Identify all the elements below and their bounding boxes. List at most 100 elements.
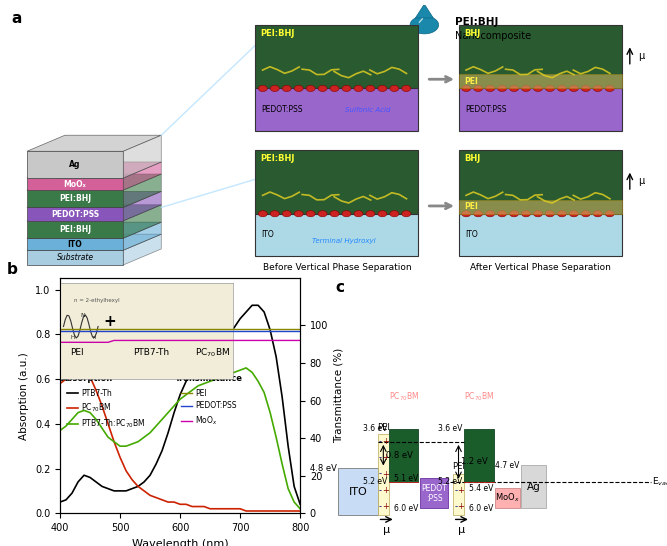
Circle shape	[474, 211, 483, 217]
Circle shape	[330, 211, 339, 217]
Text: ITO: ITO	[261, 230, 274, 239]
Bar	[459, 200, 622, 213]
Text: MoO$_x$: MoO$_x$	[496, 492, 520, 505]
Circle shape	[342, 85, 351, 92]
Circle shape	[258, 85, 267, 92]
Text: 5.2 eV: 5.2 eV	[438, 477, 463, 486]
Legend: PEI, PEDOT:PSS, MoO$_x$: PEI, PEDOT:PSS, MoO$_x$	[178, 385, 240, 430]
Circle shape	[378, 211, 387, 217]
Text: Nanocomposite: Nanocomposite	[455, 31, 531, 40]
Polygon shape	[123, 192, 161, 221]
Text: a: a	[12, 11, 22, 26]
Circle shape	[318, 211, 327, 217]
Text: +: +	[382, 453, 390, 462]
Circle shape	[306, 211, 315, 217]
Polygon shape	[27, 221, 123, 238]
Circle shape	[318, 85, 327, 92]
Polygon shape	[123, 174, 161, 207]
Text: PTB7-Th: PTB7-Th	[464, 405, 494, 413]
Text: PC$_{70}$BM: PC$_{70}$BM	[389, 391, 419, 403]
Circle shape	[270, 211, 279, 217]
Bar	[453, 474, 464, 515]
Text: +: +	[382, 470, 390, 479]
Text: +: +	[382, 437, 390, 446]
Text: μ: μ	[383, 525, 390, 535]
Bar	[459, 25, 622, 88]
Polygon shape	[27, 234, 161, 250]
Bar	[255, 150, 418, 213]
Polygon shape	[123, 205, 161, 238]
Text: +: +	[382, 486, 390, 495]
Bar	[459, 213, 622, 256]
Text: PEDOT:PSS: PEDOT:PSS	[51, 210, 99, 218]
Circle shape	[522, 211, 530, 217]
Circle shape	[354, 211, 363, 217]
Polygon shape	[410, 16, 439, 34]
Circle shape	[486, 211, 495, 217]
Polygon shape	[27, 207, 123, 221]
Text: PEI: PEI	[464, 77, 478, 86]
Text: PEI:BHJ: PEI:BHJ	[260, 155, 295, 163]
Circle shape	[402, 211, 411, 217]
Circle shape	[558, 85, 566, 92]
Circle shape	[282, 211, 291, 217]
Polygon shape	[123, 135, 161, 178]
Circle shape	[402, 85, 411, 92]
Text: PEI: PEI	[452, 462, 465, 471]
Text: 4.2 eV: 4.2 eV	[466, 416, 492, 425]
Bar	[338, 468, 378, 515]
Polygon shape	[27, 162, 161, 178]
Circle shape	[474, 85, 483, 92]
Circle shape	[294, 85, 303, 92]
Bar	[255, 25, 418, 88]
Polygon shape	[27, 174, 161, 190]
Text: 5.4 eV: 5.4 eV	[470, 484, 494, 492]
Text: -: -	[454, 486, 458, 495]
Text: PEI: PEI	[464, 202, 478, 211]
Polygon shape	[27, 135, 161, 151]
Text: BHJ: BHJ	[464, 155, 480, 163]
Circle shape	[593, 211, 602, 217]
Circle shape	[510, 85, 518, 92]
Circle shape	[330, 85, 339, 92]
Text: Transmittance: Transmittance	[175, 373, 243, 383]
Text: 3.6 eV: 3.6 eV	[438, 424, 463, 433]
Text: 6.0 eV: 6.0 eV	[394, 503, 418, 513]
Circle shape	[390, 211, 399, 217]
Polygon shape	[27, 192, 161, 207]
Bar	[522, 465, 546, 508]
Text: ITO: ITO	[349, 486, 368, 496]
Circle shape	[498, 85, 507, 92]
Text: E$_{vac}$: E$_{vac}$	[652, 476, 667, 488]
Text: MoOₓ: MoOₓ	[64, 180, 87, 188]
X-axis label: Wavelength (nm): Wavelength (nm)	[132, 538, 228, 546]
Text: 4.7 eV: 4.7 eV	[496, 461, 520, 470]
Circle shape	[534, 85, 542, 92]
Bar	[378, 434, 389, 515]
Text: 5.2 eV: 5.2 eV	[363, 477, 388, 486]
Circle shape	[354, 85, 363, 92]
Text: +: +	[458, 486, 464, 495]
Text: μ: μ	[638, 176, 644, 186]
Bar	[255, 88, 418, 131]
Circle shape	[486, 85, 495, 92]
Text: 4.2 eV: 4.2 eV	[390, 416, 418, 425]
Circle shape	[570, 211, 578, 217]
Circle shape	[390, 85, 399, 92]
Circle shape	[498, 211, 507, 217]
Text: +: +	[458, 502, 464, 512]
Text: Ag: Ag	[527, 482, 540, 491]
Text: +: +	[382, 502, 390, 512]
Circle shape	[366, 211, 375, 217]
Circle shape	[282, 85, 291, 92]
Circle shape	[534, 211, 542, 217]
Text: PEI: PEI	[377, 423, 390, 431]
Polygon shape	[27, 222, 161, 238]
Bar	[459, 88, 622, 131]
Bar	[459, 74, 622, 88]
Text: Terminal Hydroxyl: Terminal Hydroxyl	[312, 238, 376, 244]
Text: 3.6 eV: 3.6 eV	[363, 424, 388, 433]
Circle shape	[605, 211, 614, 217]
Circle shape	[570, 85, 578, 92]
Circle shape	[546, 85, 554, 92]
